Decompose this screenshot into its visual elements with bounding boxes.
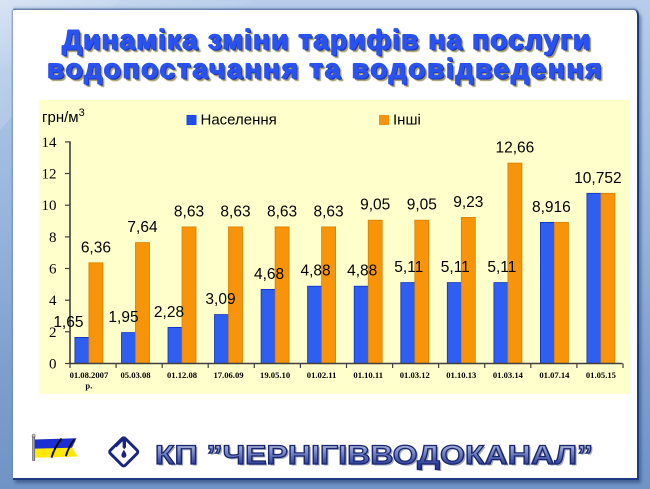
svg-text:4,88: 4,88 (301, 263, 331, 280)
svg-text:0: 0 (49, 357, 57, 373)
svg-text:01.05.15: 01.05.15 (586, 370, 616, 380)
svg-text:1,65: 1,65 (53, 314, 83, 331)
svg-text:5,11: 5,11 (487, 259, 516, 276)
svg-text:2: 2 (49, 325, 57, 341)
svg-text:12,66: 12,66 (496, 140, 535, 157)
svg-text:9,05: 9,05 (407, 197, 437, 214)
svg-text:4,68: 4,68 (254, 266, 284, 283)
svg-text:01.03.14: 01.03.14 (493, 370, 524, 380)
svg-text:10: 10 (42, 198, 57, 214)
svg-text:01.10.13: 01.10.13 (446, 370, 476, 380)
svg-text:8,63: 8,63 (267, 203, 297, 220)
svg-text:01.07.14: 01.07.14 (539, 370, 570, 380)
svg-text:8: 8 (49, 230, 57, 246)
svg-text:10,752: 10,752 (574, 170, 621, 187)
svg-text:6,36: 6,36 (81, 239, 111, 256)
svg-text:7,64: 7,64 (127, 219, 158, 236)
svg-text:КП ”ЧЕРНІГІВВОДОКАНАЛ”: КП ”ЧЕРНІГІВВОДОКАНАЛ” (157, 442, 595, 472)
svg-text:19.05.10: 19.05.10 (260, 370, 290, 380)
svg-text:Населення: Населення (201, 112, 277, 129)
svg-text:3,09: 3,09 (205, 291, 235, 308)
svg-text:12: 12 (42, 167, 57, 183)
svg-text:01.10.11: 01.10.11 (353, 370, 383, 380)
svg-text:8,916: 8,916 (532, 199, 571, 216)
svg-text:01.03.12: 01.03.12 (400, 370, 430, 380)
svg-text:грн/м3: грн/м3 (42, 107, 85, 126)
svg-text:9,05: 9,05 (360, 197, 390, 214)
svg-text:6: 6 (49, 262, 57, 278)
svg-text:8,63: 8,63 (220, 203, 250, 220)
svg-text:14: 14 (42, 135, 58, 151)
svg-text:5,11: 5,11 (441, 259, 470, 276)
svg-text:01.02.11: 01.02.11 (307, 370, 337, 380)
svg-text:4,88: 4,88 (347, 263, 377, 280)
svg-text:17.06.09: 17.06.09 (213, 370, 243, 380)
svg-text:05.03.08: 05.03.08 (120, 370, 151, 380)
svg-text:р.: р. (85, 381, 92, 391)
svg-text:9,23: 9,23 (453, 194, 483, 211)
svg-text:01.08.2007: 01.08.2007 (70, 370, 109, 380)
svg-text:4: 4 (49, 293, 57, 309)
svg-text:5,11: 5,11 (394, 259, 423, 276)
svg-text:01.12.08: 01.12.08 (167, 370, 198, 380)
svg-text:8,63: 8,63 (174, 203, 204, 220)
svg-text:1,95: 1,95 (108, 309, 138, 326)
svg-text:8,63: 8,63 (314, 203, 344, 220)
svg-text:КП ”ЧЕРНІГІВВОДОКАНАЛ”: КП ”ЧЕРНІГІВВОДОКАНАЛ” (155, 440, 593, 470)
svg-text:Інші: Інші (393, 112, 421, 129)
svg-text:2,28: 2,28 (154, 304, 184, 321)
